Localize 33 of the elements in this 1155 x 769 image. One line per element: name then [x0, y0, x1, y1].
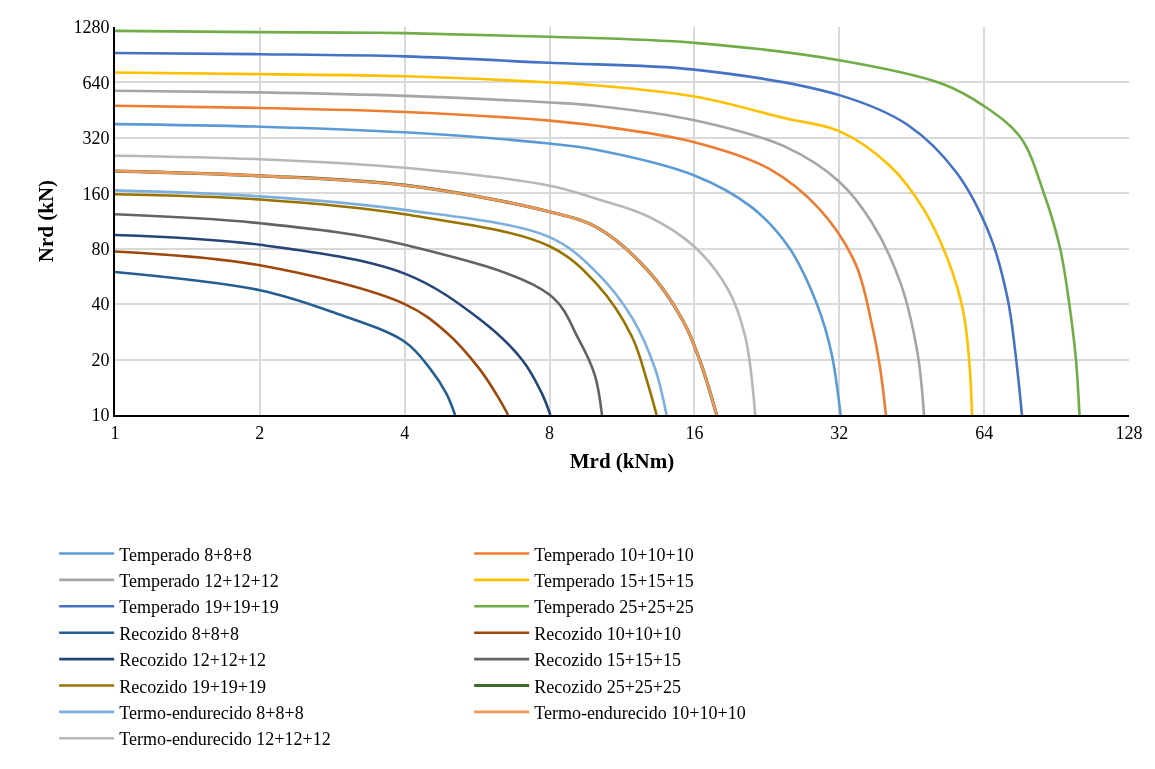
legend-label: Termo-endurecido 12+12+12	[119, 729, 331, 750]
y-tick-label: 40	[91, 294, 110, 315]
legend-label: Temperado 8+8+8	[119, 544, 252, 565]
legend-label: Recozido 8+8+8	[119, 623, 239, 644]
x-tick-label: 16	[685, 422, 704, 443]
legend-label: Recozido 25+25+25	[534, 676, 681, 697]
y-axis-title: Nrd (kN)	[34, 179, 59, 263]
x-tick-label: 2	[255, 422, 265, 443]
x-tick-label: 64	[975, 422, 994, 443]
x-tick-label: 1	[110, 422, 120, 443]
y-tick-label: 80	[91, 239, 110, 260]
legend-label: Recozido 15+15+15	[534, 650, 681, 671]
y-tick-label: 10	[91, 405, 110, 426]
legend-label: Recozido 12+12+12	[119, 650, 266, 671]
legend-label: Temperado 10+10+10	[534, 544, 694, 565]
legend-label: Temperado 19+19+19	[119, 597, 279, 618]
x-tick-label: 32	[830, 422, 849, 443]
legend-label: Termo-endurecido 8+8+8	[119, 702, 304, 723]
legend-label: Temperado 12+12+12	[119, 570, 279, 591]
legend-label: Temperado 15+15+15	[534, 570, 694, 591]
legend-label: Recozido 19+19+19	[119, 676, 266, 697]
legend-label: Recozido 10+10+10	[534, 623, 681, 644]
legend-label: Temperado 25+25+25	[534, 597, 694, 618]
y-tick-label: 160	[82, 183, 110, 204]
legend-label: Termo-endurecido 10+10+10	[534, 702, 746, 723]
x-tick-label: 128	[1115, 422, 1143, 443]
x-axis-title: Mrd (kNm)	[569, 449, 675, 474]
x-tick-label: 4	[400, 422, 410, 443]
x-tick-label: 8	[545, 422, 555, 443]
y-tick-label: 320	[82, 128, 110, 149]
y-tick-label: 640	[82, 72, 110, 93]
y-tick-label: 20	[91, 349, 110, 370]
y-tick-label: 1280	[73, 17, 110, 38]
